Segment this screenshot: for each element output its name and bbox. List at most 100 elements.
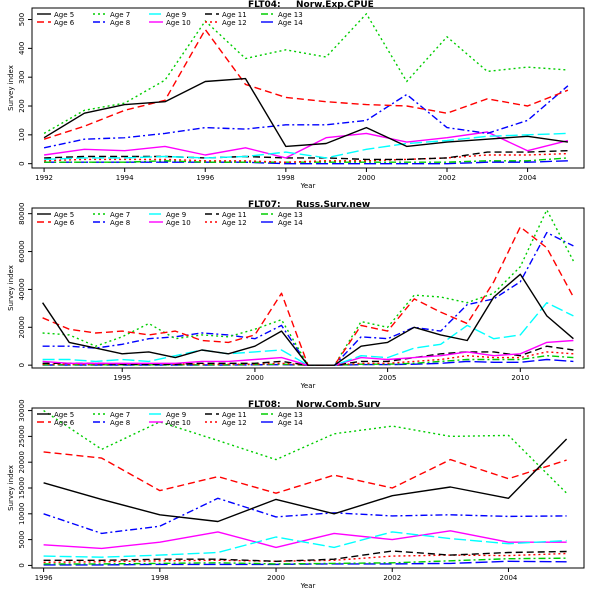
y-tick-label: 400 bbox=[18, 42, 26, 55]
series-lines bbox=[42, 209, 575, 366]
x-tick-label: 1992 bbox=[35, 174, 53, 182]
legend-label: Age 9 bbox=[166, 211, 186, 219]
x-axis-label: Year bbox=[300, 582, 316, 590]
legend-label: Age 11 bbox=[222, 211, 247, 219]
series-line-age-9 bbox=[43, 531, 567, 558]
legend-label: Age 10 bbox=[166, 219, 191, 227]
x-tick-label: 1998 bbox=[151, 574, 169, 582]
series-line-age-8 bbox=[42, 231, 574, 366]
legend-label: Age 8 bbox=[110, 419, 130, 427]
legend-label: Age 9 bbox=[166, 11, 186, 19]
legend-label: Age 10 bbox=[166, 19, 191, 27]
series-line-age-9 bbox=[42, 302, 574, 366]
series-line-age-7 bbox=[43, 410, 568, 494]
panel-title-name: Russ.Surv.new bbox=[296, 200, 370, 210]
series-line-age-7 bbox=[43, 13, 568, 135]
series-lines bbox=[43, 410, 568, 566]
y-tick-label: 0 bbox=[18, 563, 26, 567]
series-line-age-6 bbox=[43, 451, 567, 494]
legend-label: Age 7 bbox=[110, 411, 130, 419]
legend-label: Age 5 bbox=[54, 211, 74, 219]
x-axis-label: Year bbox=[300, 182, 316, 190]
legend-label: Age 7 bbox=[110, 11, 130, 19]
series-line-age-8 bbox=[43, 497, 567, 535]
series-line-age-9 bbox=[44, 132, 568, 161]
series-line-age-13 bbox=[43, 557, 567, 565]
series-line-age-11 bbox=[43, 550, 567, 562]
y-tick-label: 10000 bbox=[18, 503, 26, 525]
x-tick-label: 1994 bbox=[116, 174, 134, 182]
series-line-age-7 bbox=[42, 209, 575, 366]
x-tick-label: 1998 bbox=[277, 174, 295, 182]
series-line-age-6 bbox=[43, 28, 569, 140]
y-tick-label: 15000 bbox=[18, 477, 26, 499]
plot-frame bbox=[31, 7, 585, 169]
series-lines bbox=[43, 13, 569, 165]
y-tick-label: 300 bbox=[18, 71, 26, 84]
y-tick-label: 0 bbox=[18, 161, 26, 165]
legend-label: Age 13 bbox=[278, 211, 303, 219]
x-tick-label: 1996 bbox=[196, 174, 214, 182]
legend-label: Age 13 bbox=[278, 411, 303, 419]
legend-label: Age 11 bbox=[222, 11, 247, 19]
legend-label: Age 12 bbox=[222, 19, 247, 27]
y-tick-label: 30000 bbox=[18, 399, 26, 421]
legend-label: Age 8 bbox=[110, 219, 130, 227]
legend-label: Age 12 bbox=[222, 419, 247, 427]
panel-russ-surv-new: FLT07: Russ.Surv.new 1995 2000 2005 2010 0 2000… bbox=[7, 200, 585, 390]
legend-label: Age 11 bbox=[222, 411, 247, 419]
legend-label: Age 5 bbox=[54, 11, 74, 19]
panel-norw-comb-surv: FLT08: Norw.Comb.Surv 1996 1998 2000 2002 2004… bbox=[7, 399, 585, 590]
series-line-age-5 bbox=[42, 273, 574, 366]
panel-title-fleet: FLT08: bbox=[248, 400, 281, 410]
legend-label: Age 10 bbox=[166, 419, 191, 427]
y-tick-label: 20000 bbox=[18, 316, 26, 338]
y-axis-label: Survey index bbox=[7, 265, 15, 311]
legend-label: Age 6 bbox=[54, 19, 75, 27]
y-axis-label: Survey index bbox=[7, 465, 15, 511]
y-tick-label: 500 bbox=[18, 13, 26, 26]
legend-label: Age 13 bbox=[278, 11, 303, 19]
y-tick-label: 20000 bbox=[18, 451, 26, 473]
legend-label: Age 14 bbox=[278, 219, 303, 227]
x-tick-label: 2004 bbox=[500, 574, 518, 582]
panel-title-fleet: FLT07: bbox=[248, 200, 281, 210]
x-tick-label: 2004 bbox=[519, 174, 537, 182]
series-line-age-5 bbox=[43, 438, 568, 523]
series-line-age-5 bbox=[43, 77, 568, 148]
legend-label: Age 8 bbox=[110, 19, 130, 27]
y-axis-label: Survey index bbox=[7, 65, 15, 111]
y-tick-label: 25000 bbox=[18, 425, 26, 447]
series-line-age-10 bbox=[43, 530, 567, 550]
x-tick-label: 2002 bbox=[438, 174, 456, 182]
series-line-age-12 bbox=[43, 552, 567, 563]
y-tick-label: 60000 bbox=[18, 240, 26, 262]
legend-label: Age 12 bbox=[222, 219, 247, 227]
y-tick-label: 5000 bbox=[18, 531, 26, 549]
x-tick-label: 1996 bbox=[35, 574, 53, 582]
legend-label: Age 14 bbox=[278, 419, 303, 427]
y-tick-label: 80000 bbox=[18, 203, 26, 225]
series-line-age-10 bbox=[44, 131, 569, 159]
x-axis-label: Year bbox=[300, 382, 316, 390]
plot-frame bbox=[31, 407, 585, 569]
y-tick-label: 200 bbox=[18, 99, 26, 112]
legend-label: Age 9 bbox=[166, 411, 186, 419]
x-tick-label: 1995 bbox=[113, 374, 131, 382]
series-line-age-14 bbox=[44, 160, 568, 165]
x-tick-label: 2005 bbox=[379, 374, 397, 382]
series-line-age-12 bbox=[44, 152, 568, 163]
legend-label: Age 7 bbox=[110, 211, 130, 219]
x-tick-label: 2000 bbox=[246, 374, 264, 382]
panel-title-name: Norw.Exp.CPUE bbox=[296, 0, 374, 10]
x-tick-label: 2010 bbox=[511, 374, 529, 382]
x-tick-label: 2000 bbox=[267, 574, 285, 582]
y-tick-label: 0 bbox=[18, 363, 26, 367]
panel-title-name: Norw.Comb.Surv bbox=[296, 400, 381, 410]
legend-label: Age 5 bbox=[54, 411, 74, 419]
